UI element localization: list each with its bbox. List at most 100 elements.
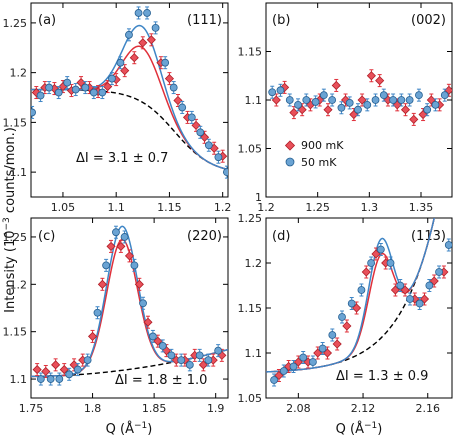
data-point-900mK bbox=[129, 53, 139, 63]
data-point-50mK bbox=[112, 228, 120, 237]
data-point-50mK bbox=[371, 96, 380, 104]
data-point-50mK bbox=[299, 353, 308, 362]
x-axis-label-right-prefix: Q (Å bbox=[336, 421, 364, 437]
x-axis-label-left-suffix: ) bbox=[147, 422, 152, 437]
panel-c: (c) (220) ΔI = 1.8 ± 1.0 bbox=[30, 217, 229, 399]
data-point-900mK bbox=[271, 95, 281, 105]
y-tick-label: 1.05 bbox=[238, 392, 263, 405]
data-point-50mK bbox=[318, 344, 327, 353]
legend-red-label: 900 mK bbox=[301, 139, 344, 152]
y-tick-label: 1.2 bbox=[10, 67, 28, 80]
data-point-50mK bbox=[148, 332, 157, 341]
data-point-900mK bbox=[191, 120, 201, 130]
data-point-50mK bbox=[134, 9, 143, 17]
data-point-50mK bbox=[396, 281, 405, 290]
data-point-50mK bbox=[130, 261, 139, 270]
data-point-900mK bbox=[87, 331, 98, 341]
data-point-900mK bbox=[31, 87, 41, 98]
data-point-900mK bbox=[124, 251, 135, 261]
data-point-50mK bbox=[363, 100, 372, 109]
data-point-900mK bbox=[331, 80, 341, 91]
data-point-900mK bbox=[106, 241, 116, 251]
panel-c-annotation: ΔI = 1.8 ± 1.0 bbox=[115, 373, 207, 388]
data-point-50mK bbox=[379, 91, 388, 100]
data-point-50mK bbox=[294, 100, 302, 109]
panel-b-reflection: (002) bbox=[411, 13, 446, 28]
data-point-50mK bbox=[319, 91, 328, 100]
panel-a-plot-area bbox=[31, 6, 228, 179]
data-point-50mK bbox=[125, 30, 133, 39]
data-point-50mK bbox=[276, 86, 285, 95]
data-point-50mK bbox=[63, 78, 72, 87]
x-tick-label: 1.15 bbox=[157, 201, 182, 214]
y-tick-label: 1.2 bbox=[10, 278, 28, 291]
data-point-50mK bbox=[54, 88, 63, 97]
x-axis-label-left-prefix: Q (Å bbox=[106, 421, 134, 437]
data-point-50mK bbox=[338, 313, 346, 321]
x-tick-label: 1.2 bbox=[257, 201, 275, 214]
y-axis-label-prefix: Intensity (10 bbox=[3, 230, 18, 312]
data-point-50mK bbox=[309, 358, 317, 366]
x-tick-label: 1.05 bbox=[51, 201, 76, 214]
data-point-50mK bbox=[93, 308, 102, 317]
data-point-50mK bbox=[178, 103, 187, 112]
data-point-50mK bbox=[415, 299, 424, 308]
panel-a-reflection: (111) bbox=[187, 13, 222, 28]
data-point-900mK bbox=[198, 360, 208, 370]
data-point-900mK bbox=[341, 95, 351, 105]
y-tick-label: 1.25 bbox=[3, 17, 28, 30]
data-point-900mK bbox=[143, 317, 153, 327]
x-tick-label: 1.8 bbox=[84, 402, 102, 415]
y-tick-label: 1.25 bbox=[238, 212, 263, 225]
y-tick-label: 1.25 bbox=[3, 231, 28, 244]
fit-line-50mK bbox=[266, 218, 436, 373]
x-tick-label: 2.12 bbox=[351, 402, 376, 415]
x-tick-label: 1.9 bbox=[207, 402, 225, 415]
x-axis-label-right-suffix: ) bbox=[377, 422, 382, 437]
data-point-50mK bbox=[389, 96, 398, 104]
panel-b-plot-area bbox=[268, 69, 452, 126]
x-tick-label: 1.75 bbox=[19, 402, 44, 415]
y-tick-label: 1.15 bbox=[238, 302, 263, 315]
data-point-50mK bbox=[36, 91, 45, 100]
y-axis-label-sup: −3 bbox=[2, 217, 12, 230]
data-point-50mK bbox=[431, 100, 440, 109]
data-point-900mK bbox=[59, 365, 69, 375]
data-point-50mK bbox=[108, 74, 116, 83]
data-point-50mK bbox=[415, 91, 423, 100]
y-axis-label: Intensity (10−3 counts/mon.) bbox=[2, 127, 18, 313]
data-point-900mK bbox=[41, 366, 51, 377]
y-tick-label: 1.2 bbox=[245, 257, 263, 270]
x-tick-label: 1.85 bbox=[142, 402, 167, 415]
data-point-50mK bbox=[143, 9, 151, 17]
data-point-900mK bbox=[342, 321, 352, 331]
x-axis-label-left-sup: −1 bbox=[134, 421, 147, 431]
data-point-50mK bbox=[435, 268, 443, 276]
data-point-50mK bbox=[102, 261, 111, 270]
data-point-50mK bbox=[279, 367, 288, 375]
data-point-900mK bbox=[153, 336, 163, 346]
data-point-900mK bbox=[116, 241, 126, 251]
data-point-50mK bbox=[89, 88, 98, 97]
legend-blue-label: 50 mK bbox=[301, 156, 337, 169]
x-tick-label: 2.16 bbox=[415, 402, 440, 415]
data-point-50mK bbox=[31, 108, 36, 117]
data-point-50mK bbox=[83, 356, 92, 365]
y-tick-label: 1 bbox=[255, 191, 262, 204]
y-axis-label-suffix: counts/mon.) bbox=[3, 127, 18, 217]
panel-c-plot-area bbox=[31, 225, 228, 386]
data-point-50mK bbox=[328, 331, 337, 339]
data-point-900mK bbox=[32, 365, 42, 375]
data-point-50mK bbox=[268, 88, 277, 97]
data-point-50mK bbox=[367, 259, 376, 267]
data-point-50mK bbox=[337, 103, 346, 112]
x-tick-label: 1.2 bbox=[214, 201, 232, 214]
y-tick-label: 1.1 bbox=[10, 373, 28, 386]
data-point-900mK bbox=[375, 76, 385, 86]
y-tick-label: 1.15 bbox=[3, 116, 28, 129]
x-tick-label: 1.35 bbox=[409, 201, 434, 214]
data-point-50mK bbox=[45, 83, 54, 92]
data-point-50mK bbox=[214, 346, 223, 355]
panel-a-frame bbox=[30, 2, 229, 198]
